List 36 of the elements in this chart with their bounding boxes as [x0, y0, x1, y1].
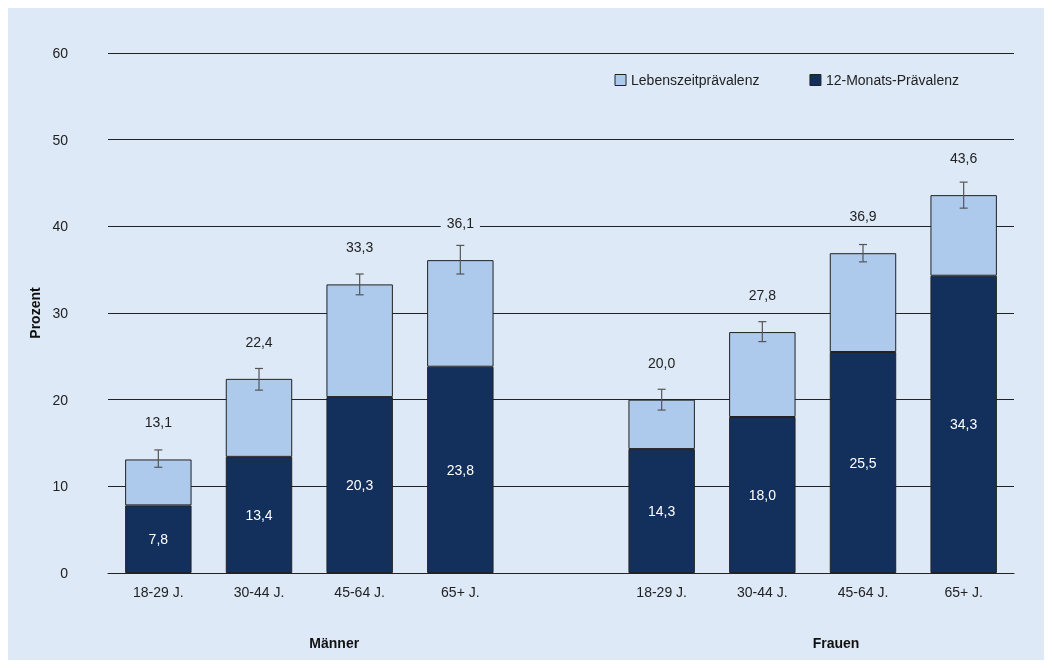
- total-label: 43,6: [950, 150, 978, 167]
- total-label: 33,3: [346, 239, 374, 256]
- data-label: 14,3: [648, 503, 676, 520]
- total-label: 13,1: [144, 414, 173, 431]
- x-tick-label: 45-64 J.: [334, 584, 385, 600]
- y-axis-title: Prozent: [26, 287, 43, 339]
- legend-label: 12-Monats-Prävalenz: [825, 72, 959, 88]
- data-label: 13,4: [245, 506, 273, 523]
- total-label: 36,1: [446, 215, 475, 232]
- x-tick-label: 30-44 J.: [737, 584, 788, 600]
- y-tick-label: 10: [52, 478, 69, 495]
- y-tick-label: 0: [60, 565, 69, 581]
- data-label: 18,0: [748, 487, 777, 503]
- total-label: 20,0: [648, 354, 676, 371]
- legend-label: Lebenszeitprävalenz: [631, 72, 760, 88]
- text: Frauen: [812, 635, 860, 651]
- data-label: 7,8: [148, 531, 169, 548]
- total-label: 27,8: [748, 287, 777, 304]
- data-label: 23,8: [446, 461, 475, 478]
- y-tick-label: 50: [52, 131, 69, 148]
- x-tick-label: 30-44 J.: [233, 584, 285, 600]
- data-label: 34,3: [950, 416, 978, 433]
- y-tick-label: 20: [52, 391, 69, 408]
- data-label: 25,5: [849, 454, 877, 471]
- total-label: 22,4: [245, 333, 273, 350]
- y-tick-label: 40: [52, 218, 69, 235]
- y-tick-label: 60: [52, 45, 69, 61]
- data-label: 20,3: [346, 477, 374, 494]
- total-label: 36,9: [849, 208, 877, 225]
- x-tick-label: 18-29 J.: [133, 584, 184, 600]
- y-tick-label: 30: [52, 305, 69, 321]
- x-tick-label: 65+ J.: [441, 584, 480, 600]
- x-tick-label: 18-29 J.: [636, 584, 687, 600]
- text: Männer: [309, 635, 360, 651]
- x-tick-label: 45-64 J.: [837, 584, 889, 600]
- x-tick-label: 65+ J.: [944, 584, 983, 600]
